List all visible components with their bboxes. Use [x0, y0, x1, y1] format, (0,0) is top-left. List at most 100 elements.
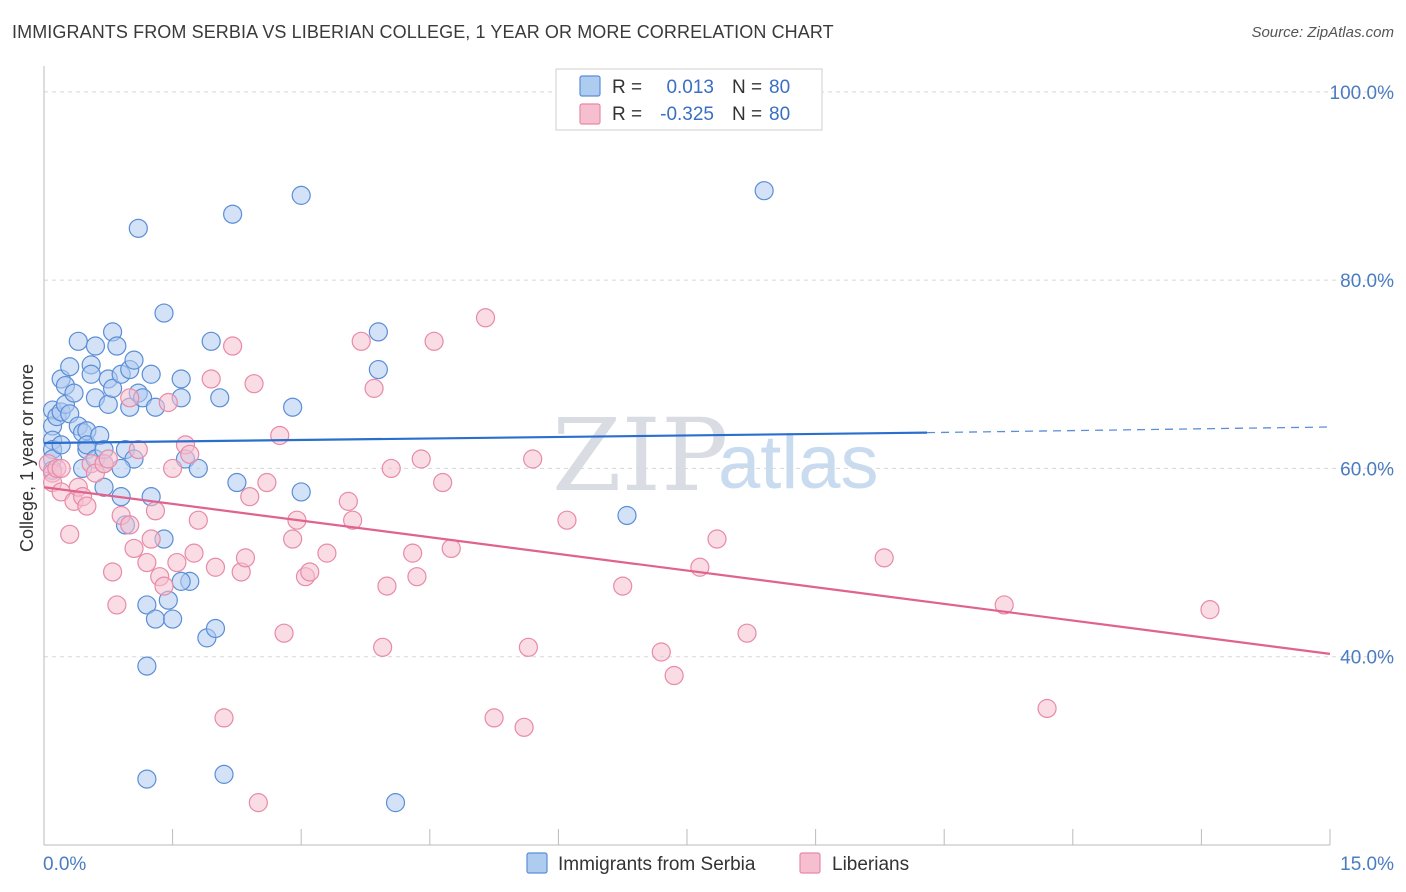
point-serbia — [145, 609, 166, 629]
point-liberia — [300, 562, 320, 582]
point-liberia — [707, 529, 727, 549]
point-liberia — [364, 378, 384, 398]
point-serbia — [128, 218, 148, 238]
point-serbia — [64, 383, 84, 403]
point-serbia — [291, 185, 311, 205]
point-liberia — [257, 472, 277, 493]
point-liberia — [248, 793, 268, 813]
point-serbia — [385, 793, 406, 813]
y-tick-label: 40.0% — [1340, 648, 1394, 669]
source-credit: Source: ZipAtlas.com — [1251, 24, 1394, 41]
point-liberia — [514, 717, 534, 737]
series-legend-label-liberia: Liberians — [832, 854, 909, 875]
point-liberia — [235, 548, 256, 568]
series-legend-label-serbia: Immigrants from Serbia — [558, 854, 756, 875]
point-serbia — [205, 618, 226, 639]
point-liberia — [163, 458, 183, 479]
point-serbia — [102, 378, 123, 398]
point-serbia — [137, 769, 157, 789]
point-liberia — [120, 515, 140, 535]
point-liberia — [424, 331, 444, 351]
point-liberia — [407, 567, 427, 587]
point-serbia — [171, 369, 191, 389]
point-liberia — [338, 491, 358, 511]
point-serbia — [137, 595, 157, 615]
point-liberia — [433, 472, 453, 493]
trend-line-serbia — [43, 431, 928, 445]
stats-legend-swatch-liberia — [579, 103, 601, 125]
watermark-zip: ZIP — [552, 397, 728, 514]
point-liberia — [381, 458, 401, 479]
point-serbia — [368, 322, 388, 342]
point-liberia — [343, 510, 363, 530]
point-serbia — [94, 477, 114, 497]
point-liberia — [411, 449, 431, 469]
point-serbia — [188, 458, 208, 479]
point-liberia — [651, 642, 671, 662]
point-liberia — [184, 543, 204, 563]
point-liberia — [145, 501, 166, 521]
stats-legend-swatch-serbia — [579, 75, 601, 97]
point-serbia — [124, 350, 144, 370]
point-serbia — [141, 364, 161, 384]
stats-legend-r-label-serbia: R = — [612, 77, 642, 98]
stats-legend-r-value-serbia: 0.013 — [666, 77, 714, 98]
x-axis-ticks — [43, 829, 1331, 845]
series-legend-swatch-serbia — [526, 852, 548, 874]
point-liberia — [223, 336, 243, 356]
point-serbia — [85, 336, 106, 356]
point-serbia — [291, 482, 311, 502]
point-serbia — [210, 388, 230, 408]
point-liberia — [180, 444, 200, 464]
point-liberia — [283, 529, 303, 549]
y-tick-label: 60.0% — [1340, 459, 1394, 480]
stats-legend-r-value-liberia: -0.325 — [660, 104, 714, 125]
point-serbia — [60, 357, 80, 377]
point-liberia — [270, 425, 290, 446]
point-liberia — [214, 708, 234, 728]
point-liberia — [274, 623, 294, 643]
stats-legend-n-value-serbia: 80 — [769, 77, 790, 98]
point-liberia — [351, 331, 371, 351]
point-liberia — [128, 439, 148, 460]
point-serbia — [368, 359, 388, 380]
point-liberia — [154, 576, 174, 596]
series-legend-swatch-liberia — [799, 852, 821, 874]
stats-legend-n-label-liberia: N = — [732, 104, 762, 125]
point-liberia — [403, 543, 423, 563]
watermark: ZIP atlas — [552, 397, 879, 514]
stats-legend: R = 0.013 N = 80 R = -0.325 N = 80 — [555, 68, 823, 131]
x-tick-label-max: 15.0% — [1340, 854, 1394, 875]
point-serbia — [68, 331, 88, 351]
point-liberia — [141, 529, 161, 549]
trend-line-serbia-extension — [927, 426, 1331, 434]
point-liberia — [377, 576, 397, 596]
point-serbia — [214, 764, 234, 784]
stats-legend-n-value-liberia: 80 — [769, 104, 790, 125]
point-serbia — [201, 331, 221, 351]
point-serbia — [51, 435, 71, 455]
point-liberia — [373, 637, 393, 657]
point-liberia — [244, 374, 264, 394]
point-liberia — [475, 308, 496, 328]
point-serbia — [223, 204, 243, 224]
y-axis-title: College, 1 year or more — [17, 364, 37, 552]
point-liberia — [737, 623, 757, 643]
point-liberia — [98, 449, 118, 469]
point-serbia — [154, 303, 174, 323]
point-serbia — [98, 394, 118, 414]
point-serbia — [137, 656, 157, 676]
point-liberia — [484, 708, 504, 728]
point-serbia — [283, 397, 303, 417]
stats-legend-r-label-liberia: R = — [612, 104, 642, 125]
point-liberia — [120, 388, 140, 408]
point-liberia — [201, 369, 221, 389]
point-serbia — [107, 336, 127, 356]
point-serbia — [754, 181, 774, 201]
chart-title: IMMIGRANTS FROM SERBIA VS LIBERIAN COLLE… — [12, 22, 834, 42]
point-serbia — [171, 571, 191, 591]
point-liberia — [167, 552, 187, 573]
point-liberia — [77, 496, 97, 516]
point-serbia — [81, 364, 101, 384]
